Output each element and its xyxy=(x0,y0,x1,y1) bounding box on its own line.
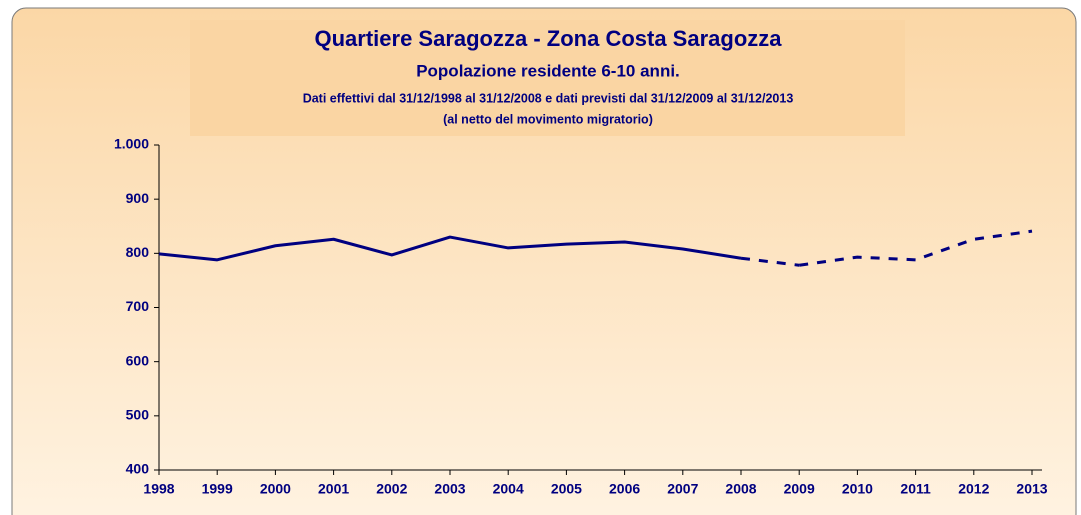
x-tick-label: 2007 xyxy=(667,481,698,497)
y-tick-label: 400 xyxy=(126,461,150,477)
x-tick-label: 2006 xyxy=(609,481,640,497)
y-tick-label: 800 xyxy=(126,244,150,260)
x-tick-label: 2001 xyxy=(318,481,349,497)
x-tick-label: 2003 xyxy=(434,481,465,497)
x-tick-label: 2011 xyxy=(900,481,931,497)
data-line xyxy=(158,235,742,262)
y-tick-label: 900 xyxy=(126,190,150,206)
y-tick-label: 700 xyxy=(126,298,150,314)
chart-note: (al netto del movimento migratorio) xyxy=(443,112,653,126)
x-tick-label: 2004 xyxy=(493,481,524,497)
y-tick-label: 1.000 xyxy=(114,136,149,152)
chart-title: Quartiere Saragozza - Zona Costa Saragoz… xyxy=(314,26,782,51)
x-tick-label: 2012 xyxy=(958,481,989,497)
chart-note: Dati effettivi dal 31/12/1998 al 31/12/2… xyxy=(303,91,794,105)
x-tick-label: 2002 xyxy=(376,481,407,497)
x-tick-label: 2005 xyxy=(551,481,582,497)
x-tick-label: 1998 xyxy=(143,481,174,497)
x-tick-label: 2000 xyxy=(260,481,291,497)
x-tick-label: 2009 xyxy=(784,481,815,497)
data-line xyxy=(798,229,1033,267)
title-box xyxy=(190,20,905,136)
x-tick-label: 1999 xyxy=(202,481,233,497)
x-tick-label: 2008 xyxy=(725,481,756,497)
x-tick-label: 2013 xyxy=(1016,481,1047,497)
y-tick-label: 500 xyxy=(126,407,150,423)
chart-subtitle: Popolazione residente 6-10 anni. xyxy=(416,61,680,80)
y-tick-label: 600 xyxy=(126,352,150,368)
x-tick-label: 2010 xyxy=(842,481,873,497)
